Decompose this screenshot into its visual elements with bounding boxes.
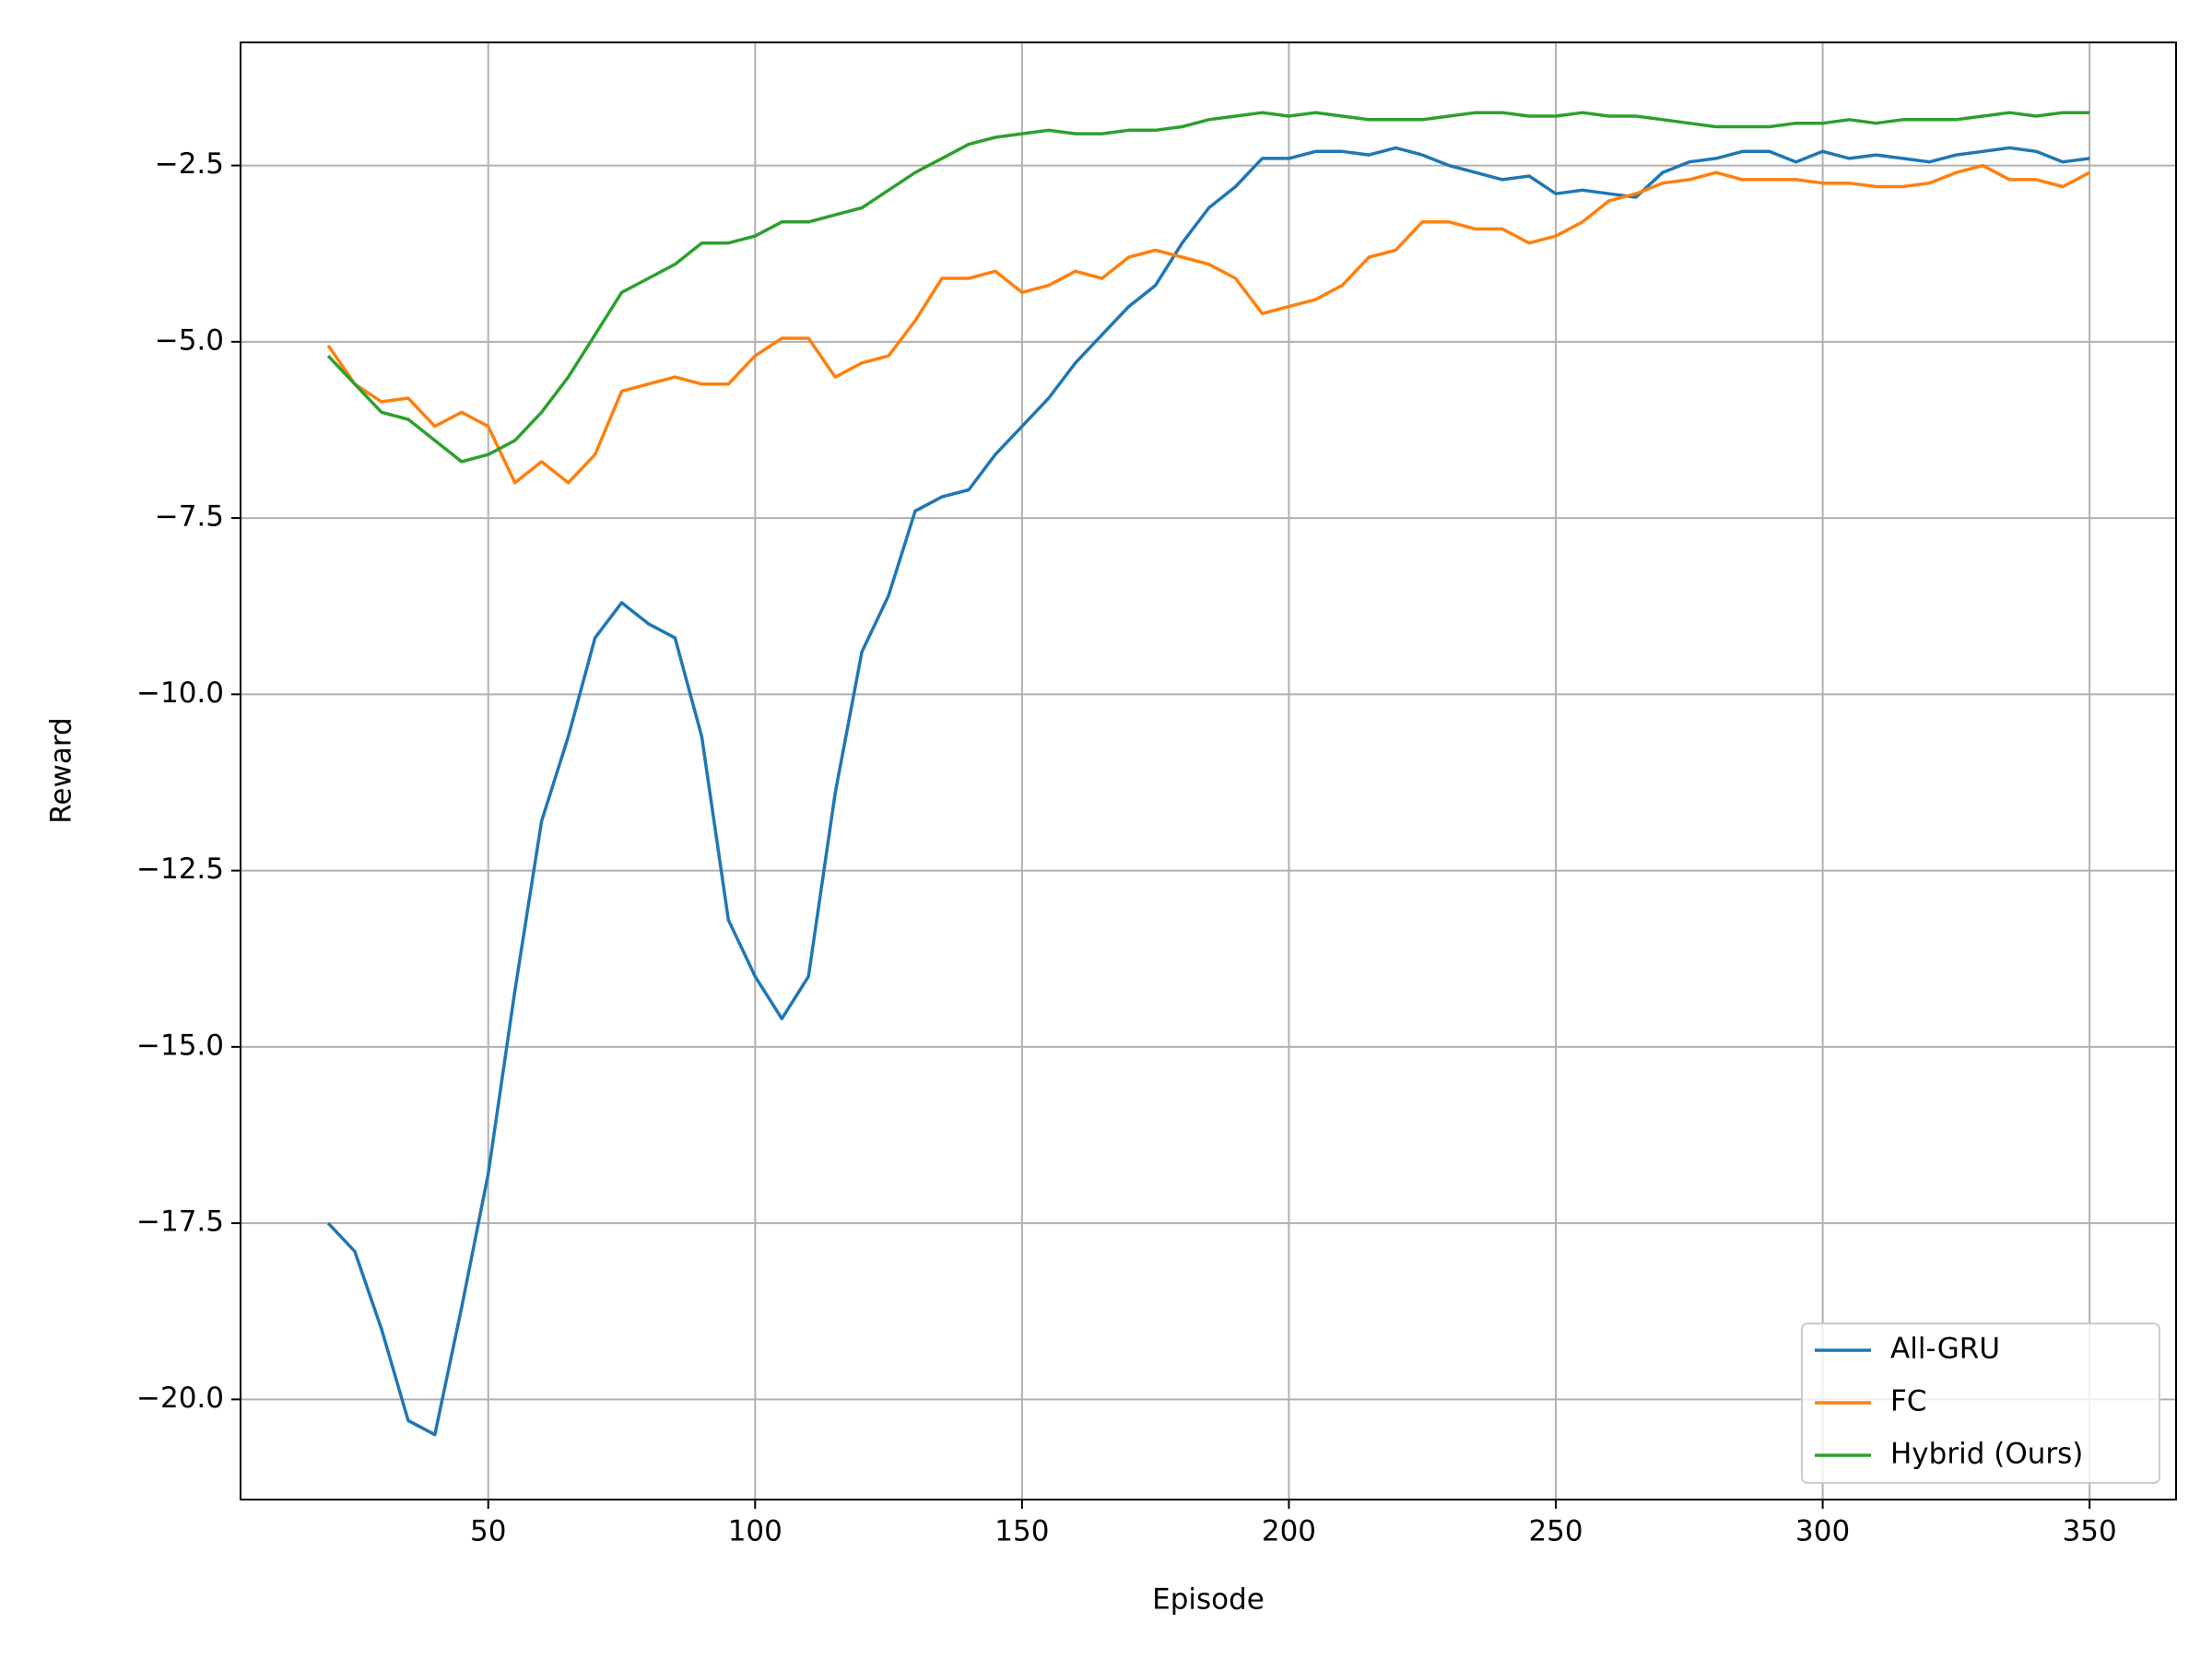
data-line [326,146,2090,1437]
data-line [326,111,2090,464]
y-tick-label: −5.0 [155,324,224,357]
legend-label: All-GRU [1890,1333,2000,1366]
x-tick-label: 350 [2063,1515,2117,1548]
y-tick-label: −20.0 [136,1382,224,1415]
y-tick-label: −17.5 [136,1206,224,1239]
x-tick-label: 50 [470,1515,506,1548]
y-tick-label: −2.5 [155,147,224,181]
data-line [326,163,2091,485]
x-tick-label: 250 [1528,1515,1583,1548]
x-tick-label: 100 [728,1515,782,1548]
y-tick-label: −15.0 [136,1029,224,1062]
legend-box [1801,1323,2160,1484]
x-tick-label: 300 [1795,1515,1850,1548]
y-tick-label: −12.5 [136,853,224,886]
plot-frame [240,41,2177,1500]
legend-label: FC [1890,1385,1926,1418]
y-tick-label: −10.0 [136,677,224,710]
y-axis-label: Reward [45,717,78,823]
x-tick-label: 200 [1262,1515,1316,1548]
x-axis-label: Episode [1152,1583,1265,1617]
legend: All-GRU FC Hybrid (Ours) [1801,1323,2160,1484]
legend-label: Hybrid (Ours) [1890,1438,2083,1471]
x-tick-label: 150 [994,1515,1049,1548]
y-tick-label: −7.5 [155,500,224,534]
